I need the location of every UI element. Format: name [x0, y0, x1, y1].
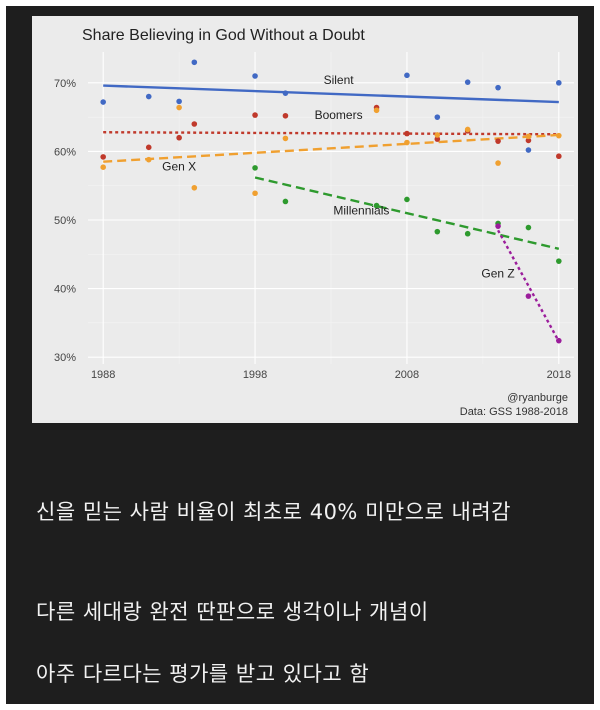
y-tick-label: 60% — [54, 146, 76, 158]
series-label: Gen Z — [481, 267, 514, 281]
trend-line-boomers — [103, 131, 559, 136]
point-silent — [404, 72, 410, 79]
point-boomers — [404, 130, 410, 137]
point-boomers — [434, 136, 441, 142]
point-gen-x — [191, 184, 198, 191]
point-boomers — [252, 112, 258, 118]
point-silent — [282, 90, 289, 96]
point-boomers — [495, 138, 501, 144]
point-millennials — [282, 198, 289, 205]
point-gen-x — [556, 132, 562, 139]
point-gen-x — [525, 133, 532, 140]
caption-line-3: 아주 다르다는 평가를 받고 있다고 함 — [36, 662, 370, 686]
chart-grid — [88, 52, 574, 364]
series-label: Silent — [324, 73, 355, 87]
series-labels: Silent Boomers Gen X Millennials Gen Z — [162, 73, 515, 280]
belief-chart: Share Believing in God Without a Doubt 1… — [32, 16, 578, 423]
point-gen-x — [282, 135, 289, 142]
point-silent — [556, 80, 562, 86]
trend-line-gen-x — [103, 133, 559, 163]
y-tick-label: 50% — [54, 215, 76, 227]
point-gen-z — [495, 223, 501, 229]
point-gen-x — [100, 164, 106, 170]
y-axis: 30% 40% 50% 60% 70% — [54, 78, 76, 364]
point-gen-x — [373, 107, 380, 114]
series-label: Millennials — [333, 204, 389, 218]
point-boomers — [282, 112, 289, 119]
x-tick-label: 2018 — [547, 369, 571, 381]
x-tick-label: 1998 — [243, 369, 267, 381]
post-frame: Share Believing in God Without a Doubt 1… — [6, 6, 594, 704]
point-silent — [434, 114, 441, 120]
caption-line-1: 신을 믿는 사람 비율이 최초로 40% 미만으로 내려감 — [36, 500, 511, 524]
x-tick-label: 1988 — [91, 369, 115, 381]
point-silent — [100, 99, 106, 105]
chart-image: Share Believing in God Without a Doubt 1… — [32, 16, 578, 423]
point-boomers — [525, 137, 532, 144]
chart-title: Share Believing in God Without a Doubt — [82, 27, 365, 44]
point-millennials — [525, 224, 532, 231]
data-points — [100, 59, 562, 344]
y-tick-label: 30% — [54, 352, 76, 364]
trend-line-millennials — [254, 176, 560, 250]
point-millennials — [464, 230, 471, 237]
point-silent — [464, 79, 471, 85]
series-label: Boomers — [315, 108, 363, 122]
point-gen-z — [525, 293, 532, 299]
x-tick-label: 2008 — [395, 369, 419, 381]
point-gen-x — [176, 104, 182, 111]
series-label: Gen X — [162, 160, 196, 174]
point-boomers — [556, 153, 562, 160]
trend-lines — [103, 84, 560, 342]
point-gen-x — [464, 126, 471, 133]
point-millennials — [556, 258, 562, 264]
trend-line-silent — [103, 84, 559, 104]
point-silent — [191, 59, 198, 66]
point-boomers — [191, 121, 198, 127]
point-boomers — [145, 144, 152, 151]
point-silent — [495, 84, 501, 91]
point-gen-z — [556, 337, 562, 344]
point-gen-x — [495, 160, 501, 166]
point-millennials — [252, 165, 258, 171]
credit-handle: @ryanburge — [507, 392, 568, 404]
point-silent — [252, 73, 258, 79]
point-boomers — [176, 134, 182, 141]
point-millennials — [434, 228, 441, 235]
point-millennials — [404, 196, 410, 203]
caption-line-2: 다른 세대랑 완전 딴판으로 생각이나 개념이 — [36, 600, 429, 624]
point-silent — [145, 93, 152, 100]
y-tick-label: 70% — [54, 78, 76, 90]
credit-source: Data: GSS 1988-2018 — [460, 406, 568, 418]
point-gen-x — [145, 156, 152, 163]
point-millennials — [373, 202, 380, 209]
point-boomers — [100, 154, 106, 160]
point-gen-x — [252, 190, 258, 197]
point-gen-x — [434, 132, 441, 138]
y-tick-label: 40% — [54, 284, 76, 296]
point-gen-x — [404, 139, 410, 146]
point-silent — [176, 98, 182, 105]
x-axis: 1988 1998 2008 2018 — [91, 369, 571, 381]
point-silent — [525, 147, 532, 153]
